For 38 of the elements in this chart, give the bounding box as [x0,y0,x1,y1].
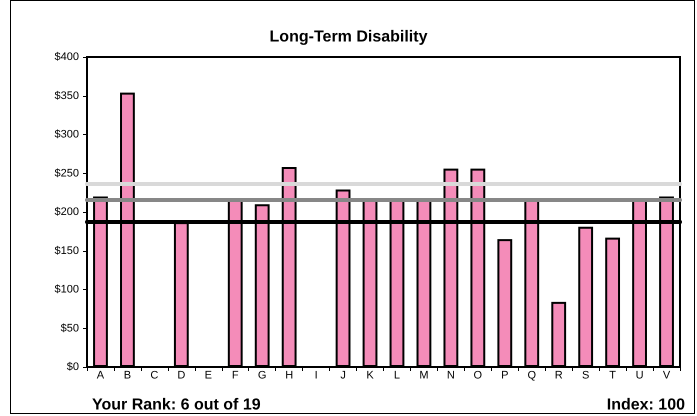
y-tick-label: $150 [54,244,79,257]
y-tick-label: $50 [60,322,79,334]
x-tick-label: E [204,370,212,382]
x-tick-label: P [501,370,508,382]
y-tick-label: $350 [54,90,79,102]
x-tick-label: M [419,370,429,382]
x-tick-label: L [394,370,400,382]
x-tick-label: T [609,370,616,382]
y-tick-label: $200 [54,206,79,218]
x-tick-label: R [554,370,563,382]
y-tick-label: $250 [54,167,79,180]
x-tick-label: O [474,370,483,382]
text: Your Rank: 6 out of 19 [92,396,261,414]
bar [578,226,594,367]
x-tick-label: B [124,370,132,382]
y-tick-label: $0 [66,361,79,373]
x-tick-label: A [96,370,105,382]
x-tick-label: J [340,370,346,382]
bar [551,302,566,367]
y-tick-label: $300 [54,128,79,140]
x-tick-label: F [232,370,239,382]
y-tick-label: $400 [54,51,79,63]
x-tick-label: I [314,370,318,382]
y-tick-label: $100 [54,284,79,296]
x-tick-label: U [636,370,644,382]
x-tick-label: C [150,370,158,382]
chart-title: Long-Term Disability [270,28,428,46]
bar [605,238,620,367]
x-tick-label: D [177,370,186,382]
text: Index: 100 [606,396,686,414]
bar [497,239,512,367]
x-tick-label: S [582,370,590,382]
x-tick-label: K [366,370,374,382]
x-tick-label: V [662,370,671,382]
x-tick-label: Q [527,370,536,382]
x-tick-label: N [446,370,455,382]
x-tick-label: G [258,370,266,382]
x-tick-label: H [285,370,294,382]
